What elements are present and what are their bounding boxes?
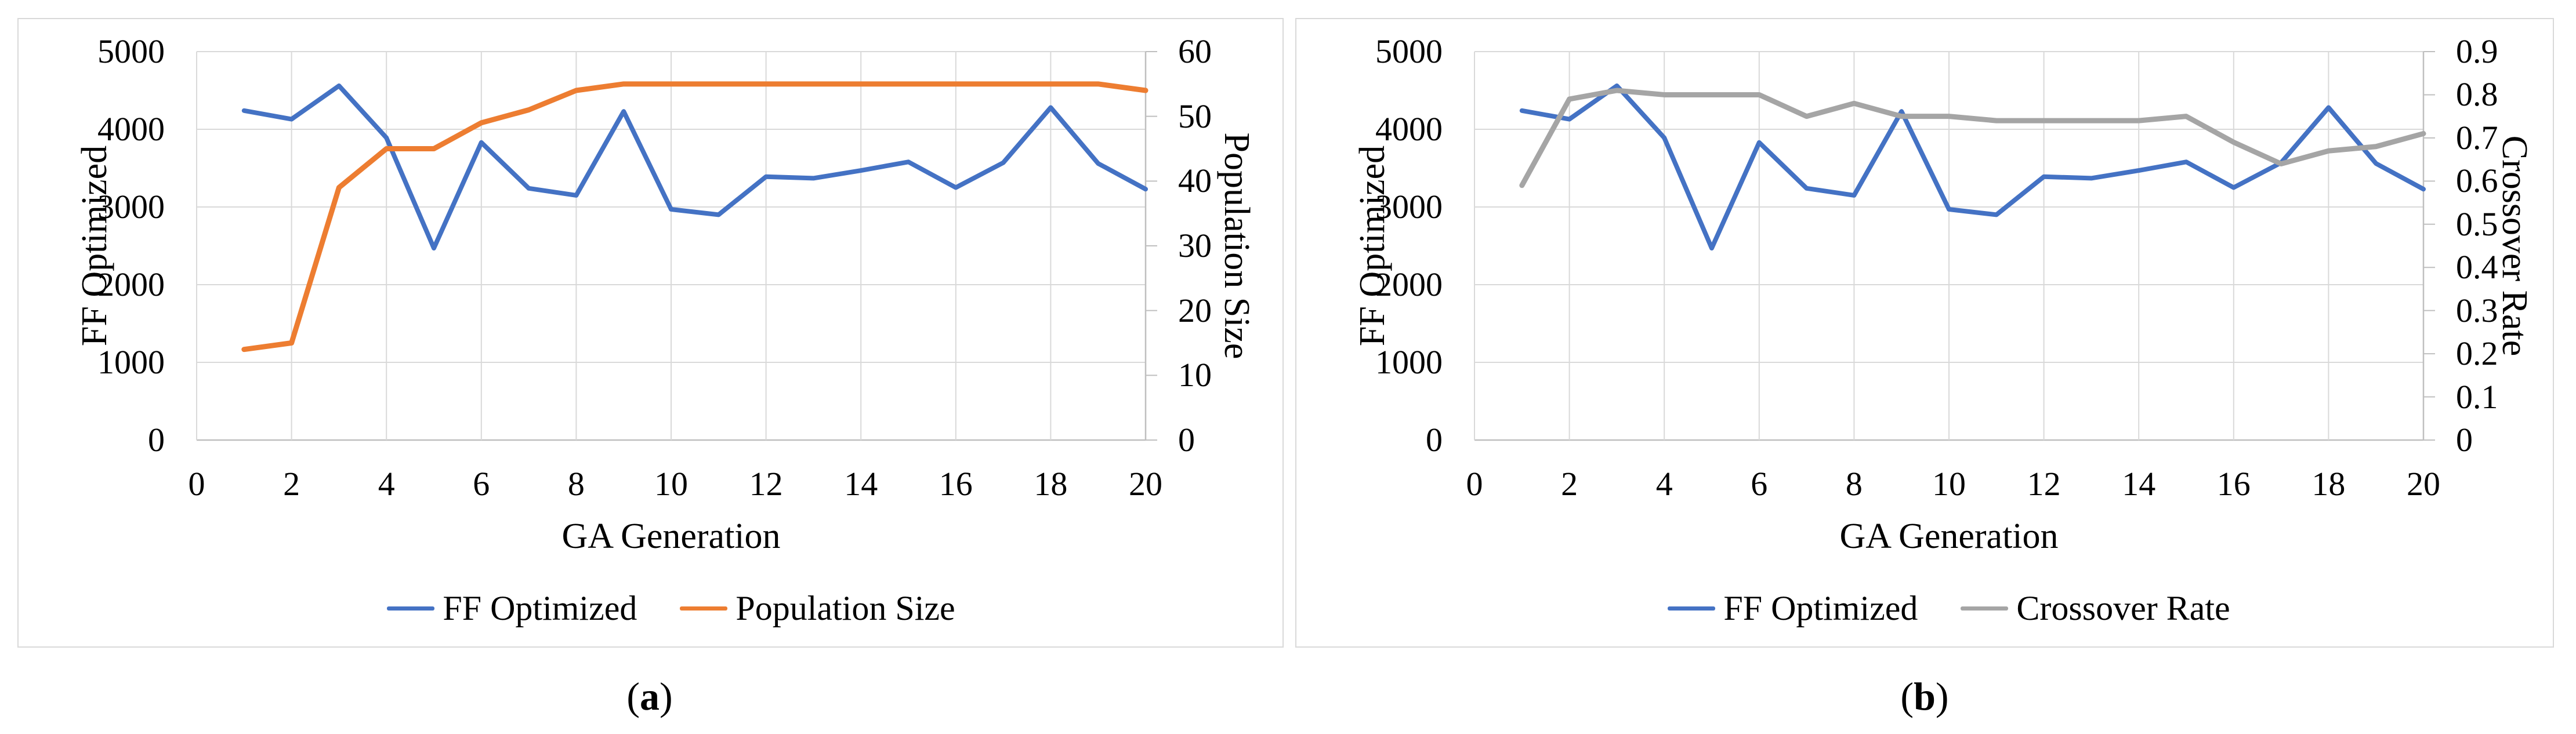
x-axis-tick-label: 6 — [473, 465, 490, 503]
chart-panel-b: FF Optimized Crossover Rate GA Generatio… — [1295, 18, 2554, 648]
left-axis-tick-label: 3000 — [97, 188, 165, 226]
right-axis-tick-label: 40 — [1178, 162, 1212, 200]
x-axis-tick-label: 20 — [2407, 465, 2440, 503]
right-axis-tick-label: 0.5 — [2456, 205, 2498, 243]
right-axis-tick-label: 0 — [1178, 421, 1195, 459]
left-axis-tick-label: 5000 — [1375, 32, 1443, 70]
ff-optimized-line-swatch — [387, 606, 435, 611]
left-axis-tick-label: 4000 — [97, 110, 165, 148]
left-axis-tick-label: 0 — [148, 421, 165, 459]
series-line-population-size — [241, 81, 1148, 353]
x-axis-tick-label: 18 — [2311, 465, 2346, 503]
x-axis-tick-label: 18 — [1034, 465, 1068, 503]
population-size-line-swatch — [680, 606, 728, 611]
x-axis-tick-label: 4 — [378, 465, 395, 503]
caption-a: (a) — [626, 674, 673, 718]
left-axis-tick-label: 2000 — [1375, 266, 1443, 303]
right-axis-tick-label: 0.4 — [2456, 248, 2498, 286]
series-line-ff-optimized — [1519, 83, 2426, 251]
x-axis-tick-label: 12 — [2027, 465, 2061, 503]
legend-item-crossover-rate: Crossover Rate — [1961, 588, 2230, 628]
x-axis-tick-label: 10 — [1932, 465, 1966, 503]
x-axis-tick-label: 14 — [2122, 465, 2156, 503]
legend-item-ff-optimized: FF Optimized — [387, 588, 637, 628]
x-axis-tick-label: 6 — [1751, 465, 1768, 503]
right-axis-tick-label: 0.8 — [2456, 75, 2498, 114]
left-axis-tick-label: 1000 — [1375, 343, 1443, 381]
left-axis-tick-label: 3000 — [1375, 188, 1443, 226]
legend: FF Optimized Population Size — [197, 588, 1146, 628]
right-axis-tick-label: 50 — [1178, 97, 1212, 135]
right-axis-tick-label: 0.3 — [2456, 291, 2498, 329]
x-axis-tick-label: 4 — [1655, 465, 1673, 503]
right-axis-tick-label: 60 — [1178, 32, 1212, 70]
series-line-ff-optimized — [241, 83, 1148, 251]
right-axis-tick-label: 10 — [1178, 356, 1212, 394]
x-axis-tick-label: 2 — [283, 465, 300, 503]
x-axis-tick-label: 20 — [1129, 465, 1162, 503]
left-axis-tick-label: 5000 — [97, 32, 165, 70]
right-axis-tick-label: 0.1 — [2456, 377, 2498, 416]
legend-label: FF Optimized — [443, 589, 637, 627]
left-axis-title: FF Optimized — [75, 145, 114, 347]
right-axis-tick-label: 20 — [1178, 291, 1212, 329]
x-axis-tick-label: 8 — [567, 465, 585, 503]
ff-optimized-line-swatch — [1668, 606, 1716, 611]
crossover-rate-line-swatch — [1961, 606, 2009, 611]
x-axis-tick-label: 8 — [1845, 465, 1863, 503]
left-axis-tick-label: 0 — [1426, 421, 1443, 459]
left-axis-tick-label: 4000 — [1375, 110, 1443, 148]
x-axis-tick-label: 14 — [844, 465, 878, 503]
x-axis-tick-label: 0 — [188, 465, 205, 503]
x-axis-title: GA Generation — [561, 517, 781, 556]
right-axis-tick-label: 0.6 — [2456, 162, 2498, 200]
left-axis-tick-label: 1000 — [97, 343, 165, 381]
right-axis-tick-label: 30 — [1178, 227, 1212, 264]
legend: FF Optimized Crossover Rate — [1474, 588, 2423, 628]
x-axis-tick-label: 10 — [654, 465, 688, 503]
x-axis-tick-label: 2 — [1561, 465, 1578, 503]
x-axis-title: GA Generation — [1839, 517, 2059, 556]
legend-label: Crossover Rate — [2016, 589, 2230, 627]
chart-a-plot-area — [196, 51, 1157, 441]
series-line-crossover-rate — [1519, 88, 2426, 188]
legend-label: Population Size — [736, 589, 955, 627]
right-axis-tick-label: 0 — [2456, 421, 2473, 459]
caption-b: (b) — [1900, 674, 1949, 718]
legend-label: FF Optimized — [1723, 589, 1918, 627]
x-axis-tick-label: 12 — [749, 465, 783, 503]
x-axis-tick-label: 16 — [2216, 465, 2251, 503]
left-axis-title: FF Optimized — [1353, 145, 1392, 347]
right-axis-tick-label: 0.2 — [2456, 335, 2498, 373]
chart-panel-a: FF Optimized Population Size GA Generati… — [17, 18, 1284, 648]
right-axis-tick-label: 0.9 — [2456, 32, 2498, 70]
chart-b-plot-area — [1474, 51, 2435, 441]
x-axis-tick-label: 0 — [1466, 465, 1483, 503]
legend-item-population-size: Population Size — [680, 588, 955, 628]
x-axis-tick-label: 16 — [939, 465, 973, 503]
left-axis-tick-label: 2000 — [97, 266, 165, 303]
legend-item-ff-optimized: FF Optimized — [1668, 588, 1918, 628]
right-axis-tick-label: 0.7 — [2456, 118, 2498, 157]
